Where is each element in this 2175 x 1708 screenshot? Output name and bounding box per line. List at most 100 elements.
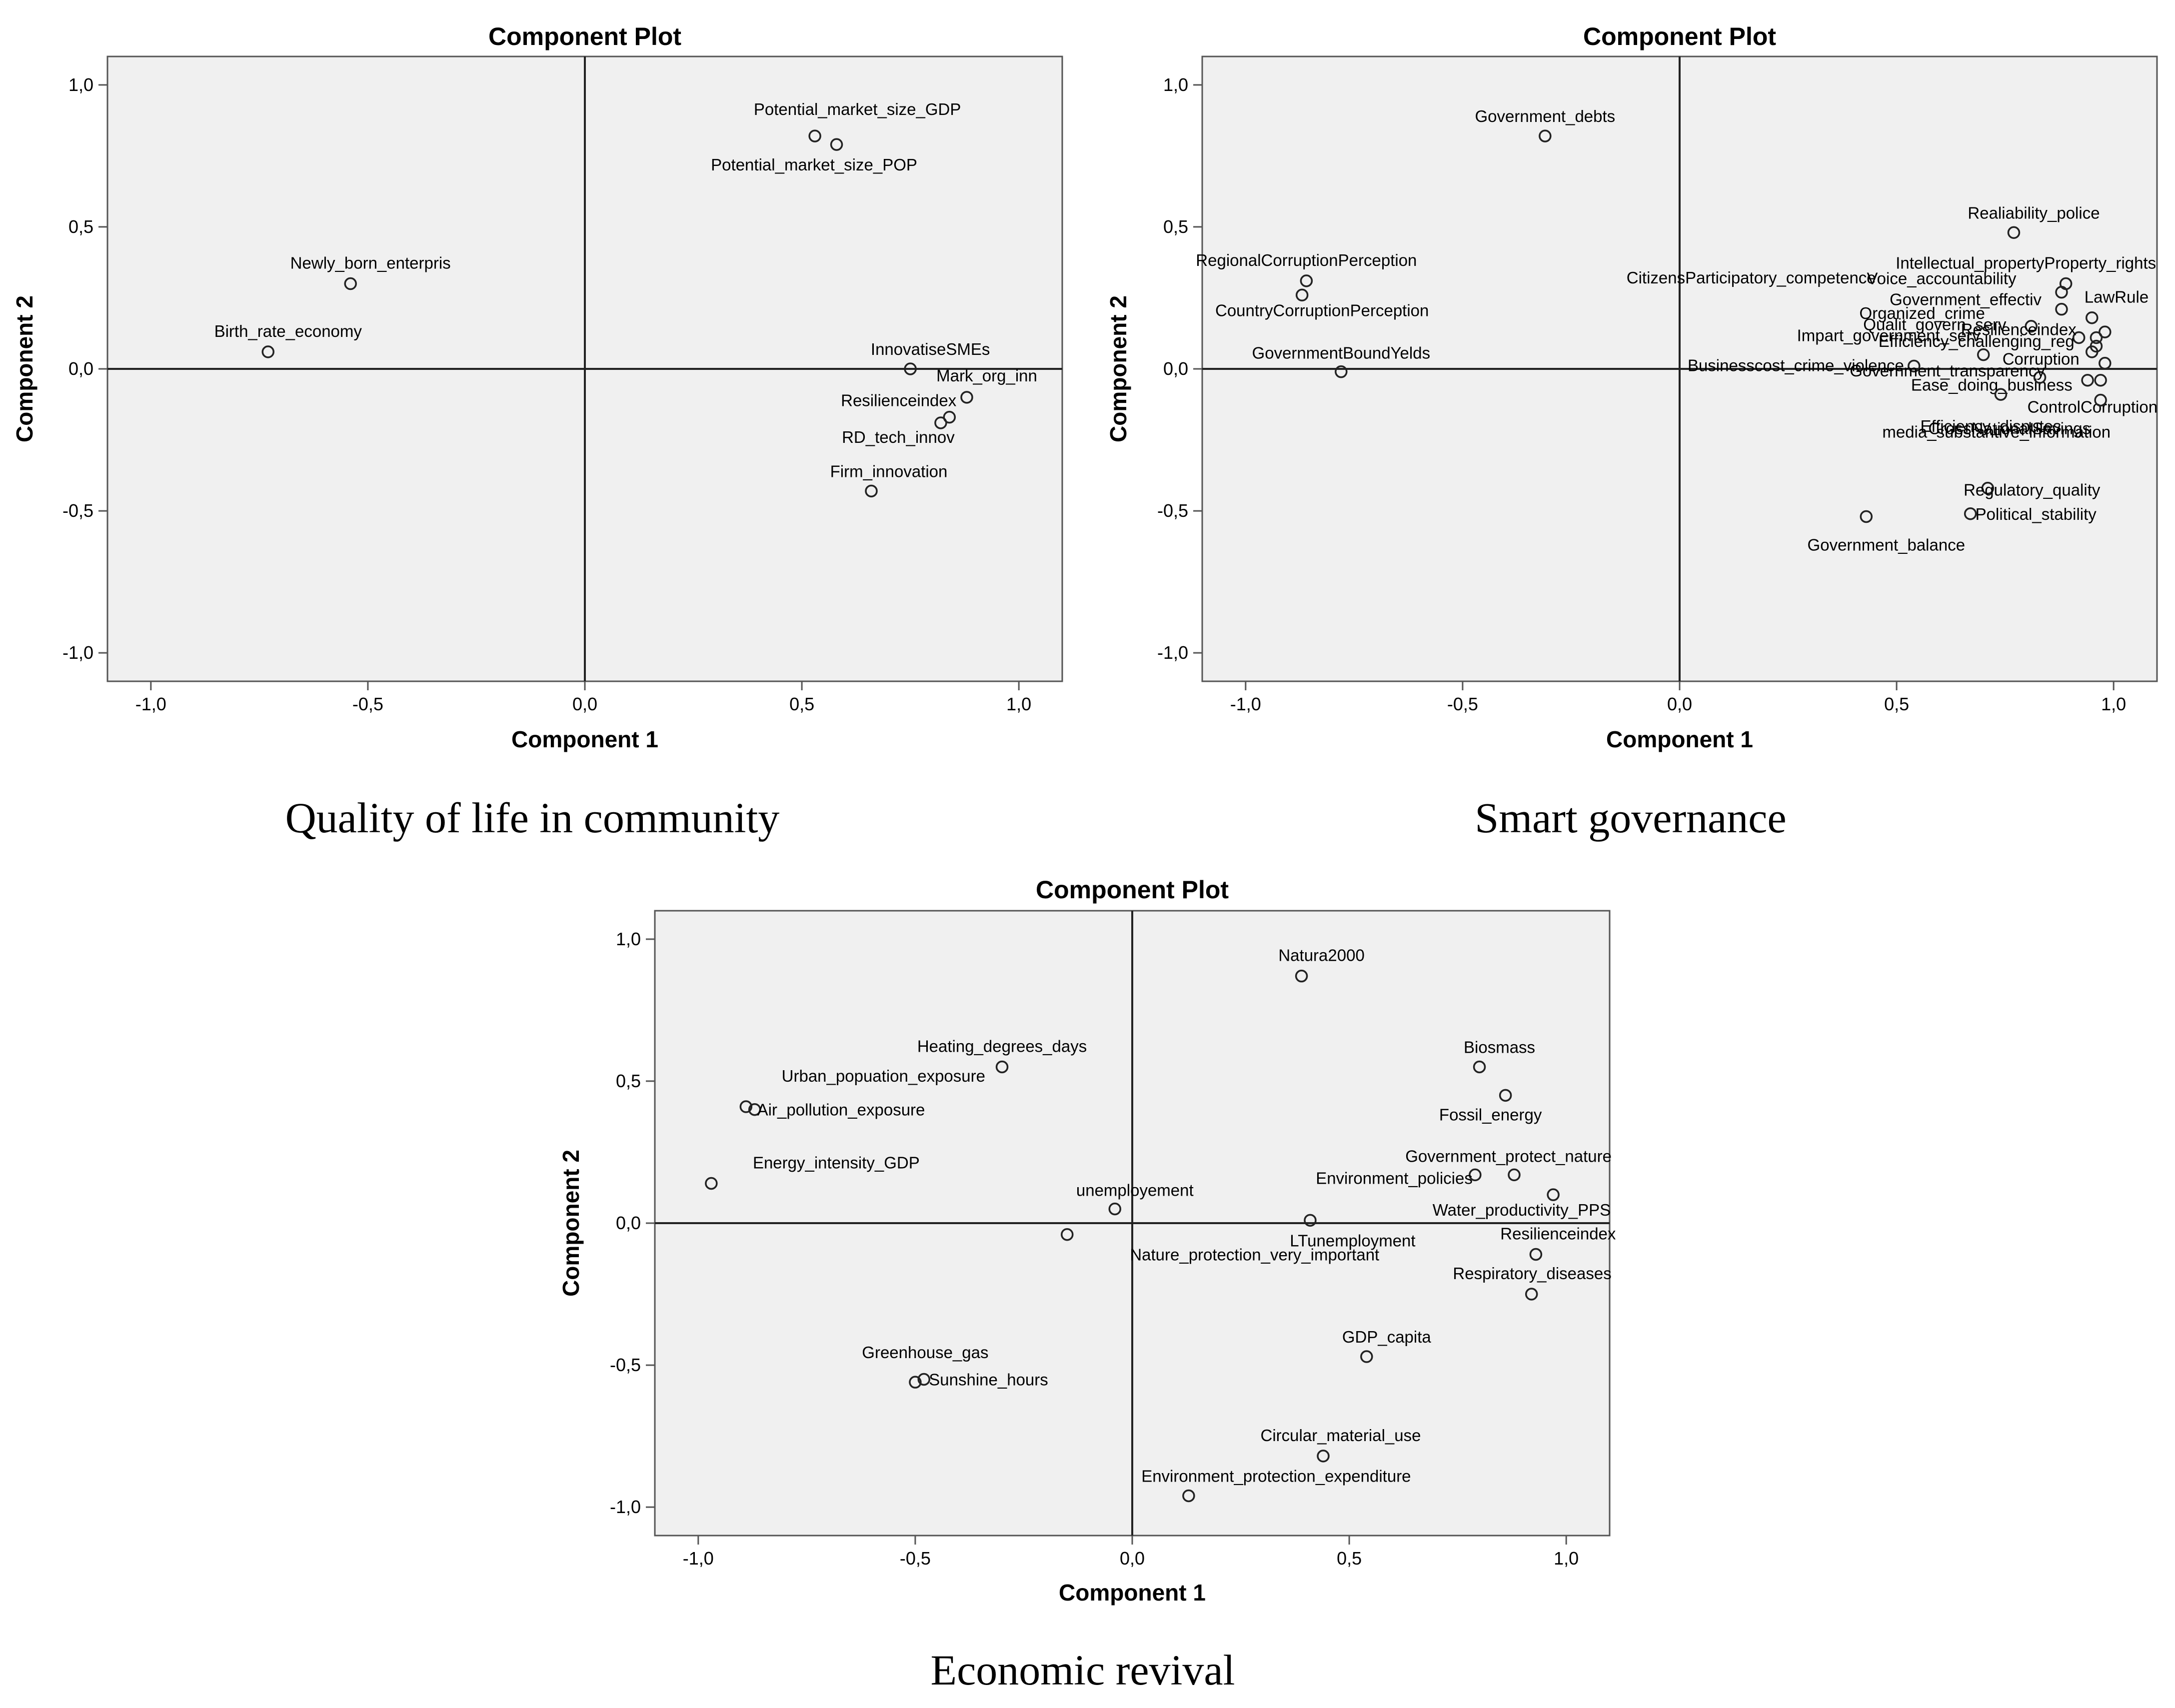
data-point-label: Intellectual_propertyProperty_rights bbox=[1896, 254, 2156, 272]
data-point-label: Fossil_energy bbox=[1439, 1105, 1542, 1124]
data-point bbox=[1547, 1188, 1560, 1201]
y-tick-label: 1,0 bbox=[68, 74, 93, 95]
data-point bbox=[1908, 359, 1921, 373]
y-tick-label: 0,5 bbox=[1163, 216, 1188, 237]
y-tick-label: 1,0 bbox=[1163, 74, 1188, 95]
chart-title: Component Plot bbox=[1583, 22, 1776, 50]
y-tick-label: -1,0 bbox=[1157, 642, 1188, 663]
data-point-label: Regulatory_quality bbox=[1964, 481, 2101, 499]
figure-caption: Smart governance bbox=[1475, 794, 1786, 842]
data-point-label: Realiability_police bbox=[1968, 203, 2100, 222]
x-axis-label: Component 1 bbox=[1059, 1580, 1206, 1606]
data-point-label: Government_effectiv bbox=[1890, 290, 2042, 309]
data-point bbox=[1061, 1228, 1074, 1241]
data-point-label: CrossNationalSavings bbox=[1928, 419, 2091, 438]
x-tick-label: 0,5 bbox=[1884, 694, 1909, 714]
data-point bbox=[261, 345, 274, 358]
figure-caption: Economic revival bbox=[931, 1646, 1235, 1694]
data-point-label: Government_protect_nature bbox=[1405, 1147, 1612, 1165]
data-point-label: Firm_innovation bbox=[830, 462, 948, 480]
data-point bbox=[344, 277, 357, 290]
data-point-label: CountryCorruptionPerception bbox=[1215, 301, 1429, 319]
data-point bbox=[1335, 365, 1348, 378]
x-tick-label: -0,5 bbox=[900, 1548, 931, 1569]
data-point-label: Resilienceindex bbox=[1961, 320, 2077, 339]
data-point bbox=[1977, 348, 1990, 361]
x-axis-label: Component 1 bbox=[1606, 726, 1753, 752]
x-tick-label: 1,0 bbox=[1554, 1548, 1579, 1569]
data-point bbox=[1469, 1168, 1482, 1182]
y-axis-label: Component 2 bbox=[11, 295, 37, 442]
data-point bbox=[1182, 1489, 1195, 1503]
data-point-label: Circular_material_use bbox=[1261, 1426, 1421, 1445]
x-axis-label: Component 1 bbox=[511, 726, 658, 752]
y-tick-label: -0,5 bbox=[610, 1355, 641, 1375]
data-point bbox=[2099, 325, 2112, 338]
data-point-label: Sunshine_hours bbox=[929, 1371, 1048, 1389]
data-point-label: Nature_protection_very_important bbox=[1130, 1246, 1379, 1264]
data-point-label: Efficiency_disputes bbox=[1921, 417, 2062, 435]
data-point bbox=[1981, 481, 1995, 495]
data-point-label: RD_tech_innov bbox=[842, 428, 955, 446]
data-point bbox=[1525, 1288, 1538, 1301]
data-point bbox=[2094, 393, 2107, 407]
data-point-label: Businesscost_crime_violence bbox=[1688, 356, 1904, 374]
data-point bbox=[1508, 1168, 1521, 1182]
data-point bbox=[1994, 388, 2008, 401]
data-point bbox=[1499, 1089, 1512, 1102]
component-plot-2: Component Plot -1,0 -0,5 0,0 0,5 1,0 1,0 0,5 0,0… bbox=[1105, 22, 2158, 842]
data-point-label: Natura2000 bbox=[1278, 946, 1364, 965]
data-point bbox=[748, 1103, 761, 1116]
data-point-label: RegionalCorruptionPerception bbox=[1196, 251, 1417, 269]
data-point bbox=[909, 1376, 922, 1389]
data-point-label: Potential_market_size_POP bbox=[711, 155, 917, 174]
data-point-label: Mark_org_inn bbox=[936, 366, 1037, 385]
data-point-label: Greenhouse_gas bbox=[862, 1343, 988, 1362]
data-point bbox=[1860, 510, 1873, 523]
y-tick-label: 0,0 bbox=[1163, 358, 1188, 379]
data-point bbox=[2090, 331, 2103, 344]
data-point-label: GDP_capita bbox=[1342, 1328, 1432, 1346]
data-point-label: Energy_intensity_GDP bbox=[753, 1153, 920, 1172]
data-point-label: Government_transparency bbox=[1850, 361, 2045, 380]
data-point-label: Water_productivity_PPS bbox=[1433, 1201, 1611, 1219]
x-tick-label: 0,0 bbox=[572, 694, 597, 714]
data-point bbox=[960, 391, 973, 404]
y-tick-label: -1,0 bbox=[610, 1497, 641, 1517]
data-point-label: Resilienceindex bbox=[1500, 1225, 1616, 1243]
data-point bbox=[1295, 969, 1308, 983]
x-tick-label: -0,5 bbox=[1447, 694, 1478, 714]
x-tick-label: 0,5 bbox=[1337, 1548, 1362, 1569]
chart-title: Component Plot bbox=[488, 22, 681, 50]
data-point bbox=[1473, 1060, 1486, 1074]
data-point-label: LawRule bbox=[2085, 288, 2149, 306]
data-point-label: Corruption bbox=[2003, 350, 2080, 368]
data-point-label: GovernmentBoundYelds bbox=[1252, 344, 1431, 362]
data-point-label: Political_stability bbox=[1976, 505, 2097, 523]
data-point bbox=[1295, 288, 1309, 302]
y-tick-label: -0,5 bbox=[1157, 500, 1188, 521]
data-point bbox=[2025, 320, 2038, 333]
data-point bbox=[2072, 331, 2086, 344]
data-point bbox=[705, 1177, 718, 1190]
data-point bbox=[2055, 302, 2068, 316]
data-point bbox=[934, 416, 947, 429]
data-point bbox=[2081, 373, 2094, 387]
data-point bbox=[2086, 345, 2099, 358]
data-point-label: Impart_government_serv bbox=[1797, 326, 1981, 345]
data-point-label: Resilienceindex bbox=[841, 391, 957, 410]
data-point bbox=[2007, 226, 2021, 239]
data-point-label: Heating_degrees_days bbox=[917, 1037, 1087, 1056]
data-point bbox=[1539, 129, 1552, 142]
y-axis-label: Component 2 bbox=[558, 1150, 584, 1297]
data-point-label: CitizensParticipatory_competence bbox=[1627, 268, 1876, 287]
data-point bbox=[830, 138, 843, 151]
data-point-label: Organized_crime bbox=[1860, 304, 1985, 322]
data-point bbox=[2033, 371, 2047, 384]
x-tick-label: 0,0 bbox=[1667, 694, 1692, 714]
x-tick-label: 0,5 bbox=[789, 694, 814, 714]
chart-title: Component Plot bbox=[1036, 876, 1229, 904]
data-point bbox=[2094, 373, 2107, 387]
x-tick-label: -1,0 bbox=[683, 1548, 714, 1569]
